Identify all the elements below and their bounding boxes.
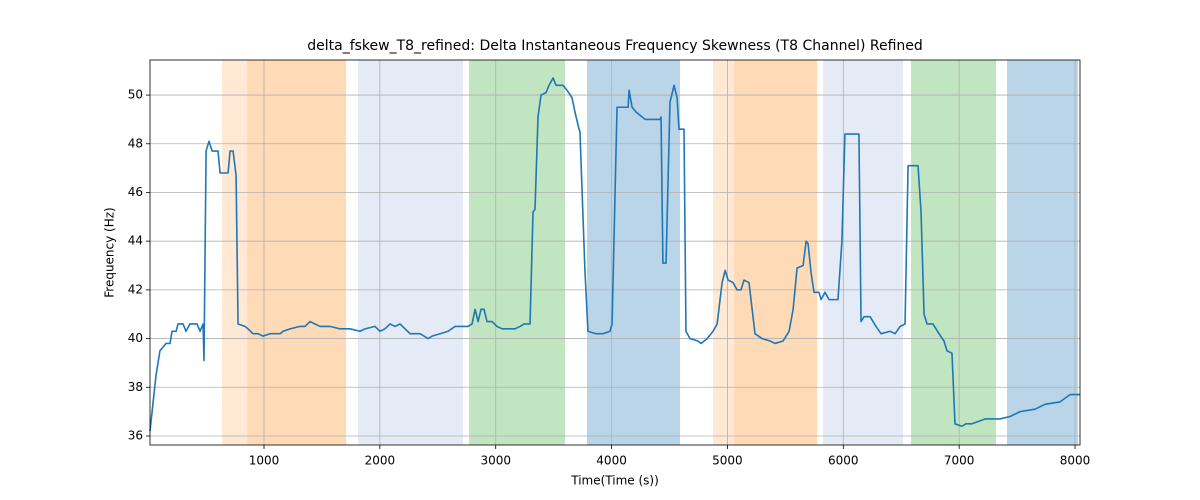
shaded-span (713, 60, 735, 445)
y-tick-label: 50 (128, 88, 143, 102)
data-line (149, 77, 1080, 432)
shaded-span (247, 60, 347, 445)
y-tick-label: 48 (128, 136, 143, 150)
x-tick-label: 5000 (712, 454, 743, 468)
y-tick-label: 36 (128, 428, 143, 442)
shaded-span (222, 60, 248, 445)
shaded-span (734, 60, 818, 445)
x-tick-label: 1000 (249, 454, 280, 468)
chart-title: delta_fskew_T8_refined: Delta Instantane… (307, 38, 923, 54)
shaded-span (358, 60, 464, 445)
x-tick-label: 8000 (1060, 454, 1091, 468)
y-tick-label: 38 (128, 380, 143, 394)
x-tick-label: 4000 (596, 454, 627, 468)
x-tick-label: 7000 (944, 454, 975, 468)
y-tick-label: 46 (128, 185, 143, 199)
y-tick-label: 44 (128, 234, 143, 248)
shaded-span (587, 60, 681, 445)
x-axis-label: Time(Time (s)) (570, 474, 659, 488)
shaded-span (1007, 60, 1079, 445)
plot-frame (149, 59, 1081, 446)
y-tick-label: 40 (128, 331, 143, 345)
shaded-span (823, 60, 904, 445)
y-tick-label: 42 (128, 282, 143, 296)
x-tick-label: 6000 (828, 454, 859, 468)
x-tick-label: 3000 (480, 454, 511, 468)
shaded-span (469, 60, 566, 445)
y-axis-label: Frequency (Hz) (103, 207, 117, 298)
x-tick-label: 2000 (365, 454, 396, 468)
